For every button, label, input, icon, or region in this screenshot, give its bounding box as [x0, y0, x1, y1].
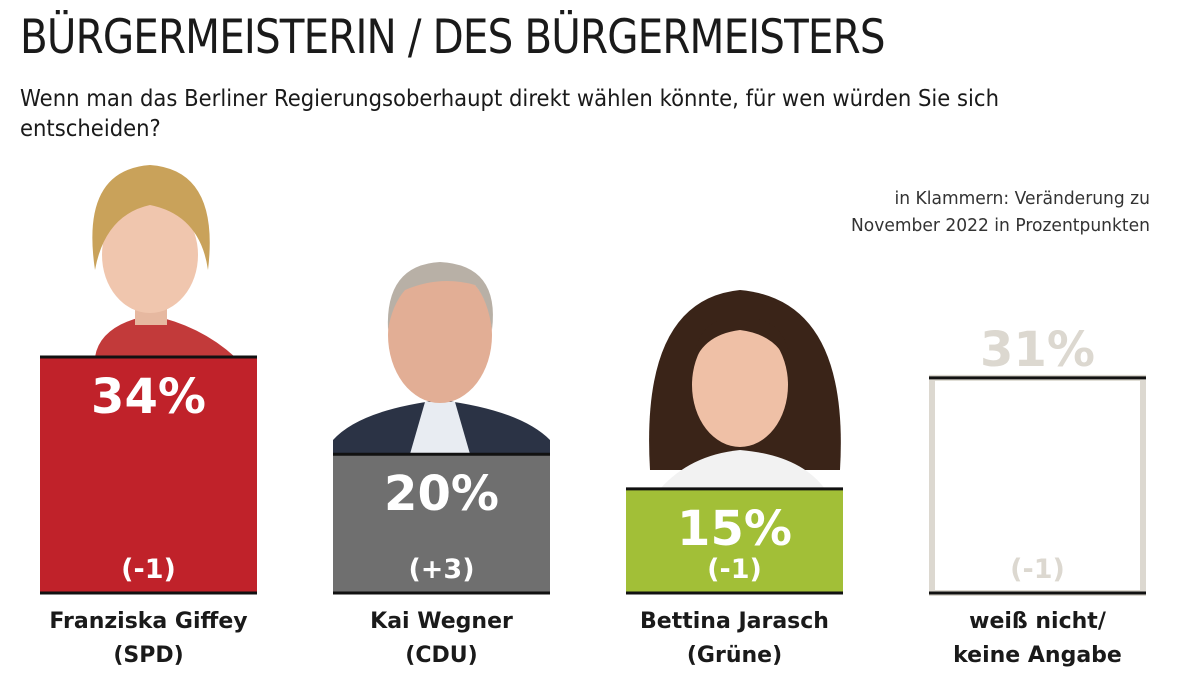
chart-subtitle: Wenn man das Berliner Regierungsoberhaup… [20, 86, 999, 142]
value-label: 31% [980, 322, 1095, 378]
category-sublabel: (CDU) [405, 643, 477, 668]
category-sublabel: (SPD) [113, 643, 183, 668]
category-label: Franziska Giffey [49, 609, 247, 634]
portrait-giffey [92, 165, 235, 357]
portrait-wegner [333, 262, 550, 454]
change-label: (-1) [121, 554, 176, 585]
value-label: 20% [384, 466, 499, 522]
bar [333, 454, 550, 593]
bar [929, 374, 1146, 596]
change-label: (-1) [707, 554, 762, 585]
category-sublabel: keine Angabe [953, 643, 1122, 668]
chart-title: BÜRGERMEISTERIN / DES BÜRGERMEISTERS [20, 10, 885, 65]
category-sublabel: (Grüne) [687, 643, 782, 668]
change-note: in Klammern: Veränderung zu November 202… [770, 185, 1150, 239]
change-label: (+3) [408, 554, 474, 585]
category-label: Bettina Jarasch [640, 609, 829, 634]
category-label: weiß nicht/ [969, 609, 1107, 634]
value-label: 15% [677, 501, 792, 557]
category-label: Kai Wegner [370, 609, 513, 634]
portrait-jarasch [649, 290, 841, 489]
value-label: 34% [91, 369, 206, 425]
note-line-1: in Klammern: Veränderung zu [894, 188, 1150, 209]
bar [40, 357, 257, 593]
bar [626, 488, 843, 593]
note-line-2: November 2022 in Prozentpunkten [850, 215, 1150, 236]
change-label: (-1) [1010, 554, 1065, 585]
